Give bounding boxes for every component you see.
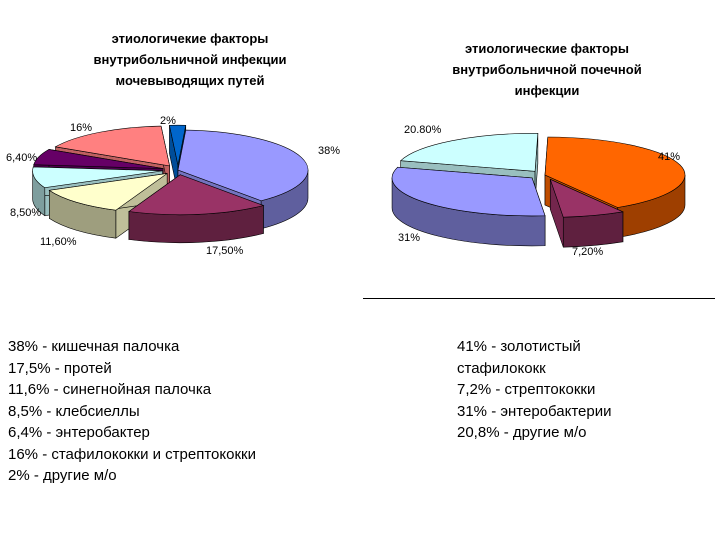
legend-item: 17,5% - протей bbox=[8, 359, 112, 377]
pie-data-label: 8,50% bbox=[10, 207, 41, 219]
pie-data-label: 31% bbox=[398, 232, 420, 244]
pie-slice bbox=[549, 178, 624, 248]
legend-item: 16% - стафилококки и стрептококки bbox=[8, 445, 256, 463]
chart-title-left: этиологичекие факторы внутрибольничной и… bbox=[93, 31, 287, 88]
pie-slice bbox=[128, 174, 265, 244]
chart-title-right: этиологические факторы внутрибольничной … bbox=[452, 41, 642, 98]
pie-data-label: 2% bbox=[160, 115, 176, 127]
pie-slice bbox=[391, 166, 546, 247]
legend-item: 11,6% - синегнойная палочка bbox=[8, 381, 212, 398]
legend-right: 41% - золотистый стафилококк 7,2% - стре… bbox=[457, 336, 611, 444]
divider-line bbox=[363, 298, 715, 299]
legend-item: 41% - золотистый bbox=[457, 338, 581, 355]
pie-data-label: 16% bbox=[70, 122, 92, 134]
pie-data-label: 17,50% bbox=[206, 245, 244, 257]
legend-item: 38% - кишечная палочка bbox=[8, 338, 180, 355]
legend-item: 8,5% - клебсиеллы bbox=[8, 402, 140, 420]
pie-data-label: 11,60% bbox=[40, 236, 77, 248]
legend-item: стафилококк bbox=[457, 359, 546, 377]
pie-data-label: 20.80% bbox=[404, 124, 442, 136]
pie-data-label: 41% bbox=[658, 151, 680, 163]
pie-data-label: 38% bbox=[318, 145, 340, 157]
legend-item: 7,2% - стрептококки bbox=[457, 381, 596, 398]
legend-item: 20,8% - другие м/о bbox=[457, 424, 587, 441]
legend-item: 2% - другие м/о bbox=[8, 467, 117, 484]
pie-data-label: 7,20% bbox=[572, 246, 603, 258]
pie-data-label: 6,40% bbox=[6, 152, 37, 164]
legend-item: 31% - энтеробактерии bbox=[457, 402, 612, 420]
legend-left: 38% - кишечная палочка 17,5% - протей 11… bbox=[8, 336, 256, 487]
legend-item: 6,4% - энтеробактер bbox=[8, 424, 150, 441]
